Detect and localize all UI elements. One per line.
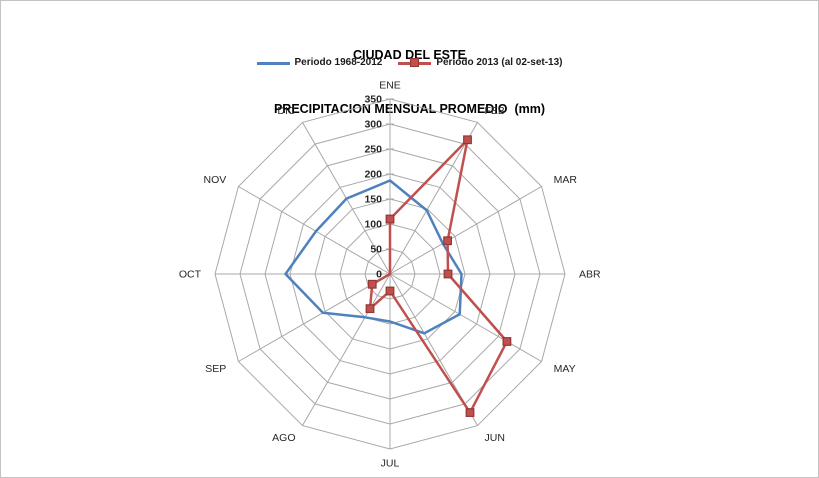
category-label: DIC — [277, 105, 296, 117]
radar-spoke — [389, 273, 542, 362]
legend-item-periodo-1968-2012: Periodo 1968-2012 — [256, 57, 383, 68]
radial-axis-tick-label: 250 — [364, 144, 382, 156]
series-line-periodo-1968-2012 — [284, 179, 463, 335]
series-marker — [385, 286, 395, 296]
radial-axis-tick-label: 150 — [364, 194, 382, 206]
radial-axis-tick-label: 50 — [370, 244, 382, 256]
radar-spoke — [238, 273, 391, 362]
series-marker — [463, 135, 472, 145]
category-label: JUN — [485, 432, 505, 444]
chart-title: CIUDAD DEL ESTE — [353, 48, 466, 62]
category-label: SEP — [205, 363, 226, 375]
radar-spoke — [389, 122, 478, 275]
chart-subtitle: PRECIPITACION MENSUAL PROMEDIO (mm) — [273, 102, 546, 116]
category-label: JUL — [381, 458, 400, 470]
legend-label: Periodo 2013 (al 02-set-13) — [436, 57, 563, 68]
legend-line-marker-sample-icon — [398, 57, 432, 68]
series-marker — [385, 214, 395, 224]
legend-item-periodo-2013: Periodo 2013 (al 02-set-13) — [398, 57, 563, 68]
category-label: AGO — [272, 432, 295, 444]
radar-spoke — [389, 186, 542, 275]
series-marker — [502, 337, 512, 346]
legend-label: Periodo 1968-2012 — [294, 57, 383, 68]
category-label: MAY — [554, 363, 576, 375]
radial-axis-tick-label: 300 — [364, 119, 382, 131]
series-marker — [443, 269, 453, 279]
radar-spoke — [302, 273, 391, 426]
category-label: OCT — [179, 269, 202, 281]
legend-line-sample-icon — [256, 58, 290, 68]
category-label: ENE — [379, 80, 401, 92]
chart-title-block: CIUDAD DEL ESTE PRECIPITACION MENSUAL PR… — [1, 10, 818, 154]
series-marker — [365, 304, 375, 314]
category-label: MAR — [554, 174, 578, 186]
series-marker — [465, 408, 475, 417]
radar-spoke — [238, 186, 391, 275]
series-marker — [443, 236, 452, 246]
chart-legend: Periodo 1968-2012 Periodo 2013 (al 02-se… — [1, 57, 818, 68]
radial-axis-tick-label: 100 — [364, 219, 382, 231]
radial-axis-tick-label: 350 — [364, 94, 382, 106]
series-marker — [367, 279, 377, 289]
category-label: NOV — [204, 174, 227, 186]
radial-axis-tick-label: 200 — [364, 169, 382, 181]
category-label: ABR — [579, 269, 601, 281]
category-label: FEB — [485, 105, 505, 117]
radial-axis-tick-label: 0 — [376, 269, 382, 281]
